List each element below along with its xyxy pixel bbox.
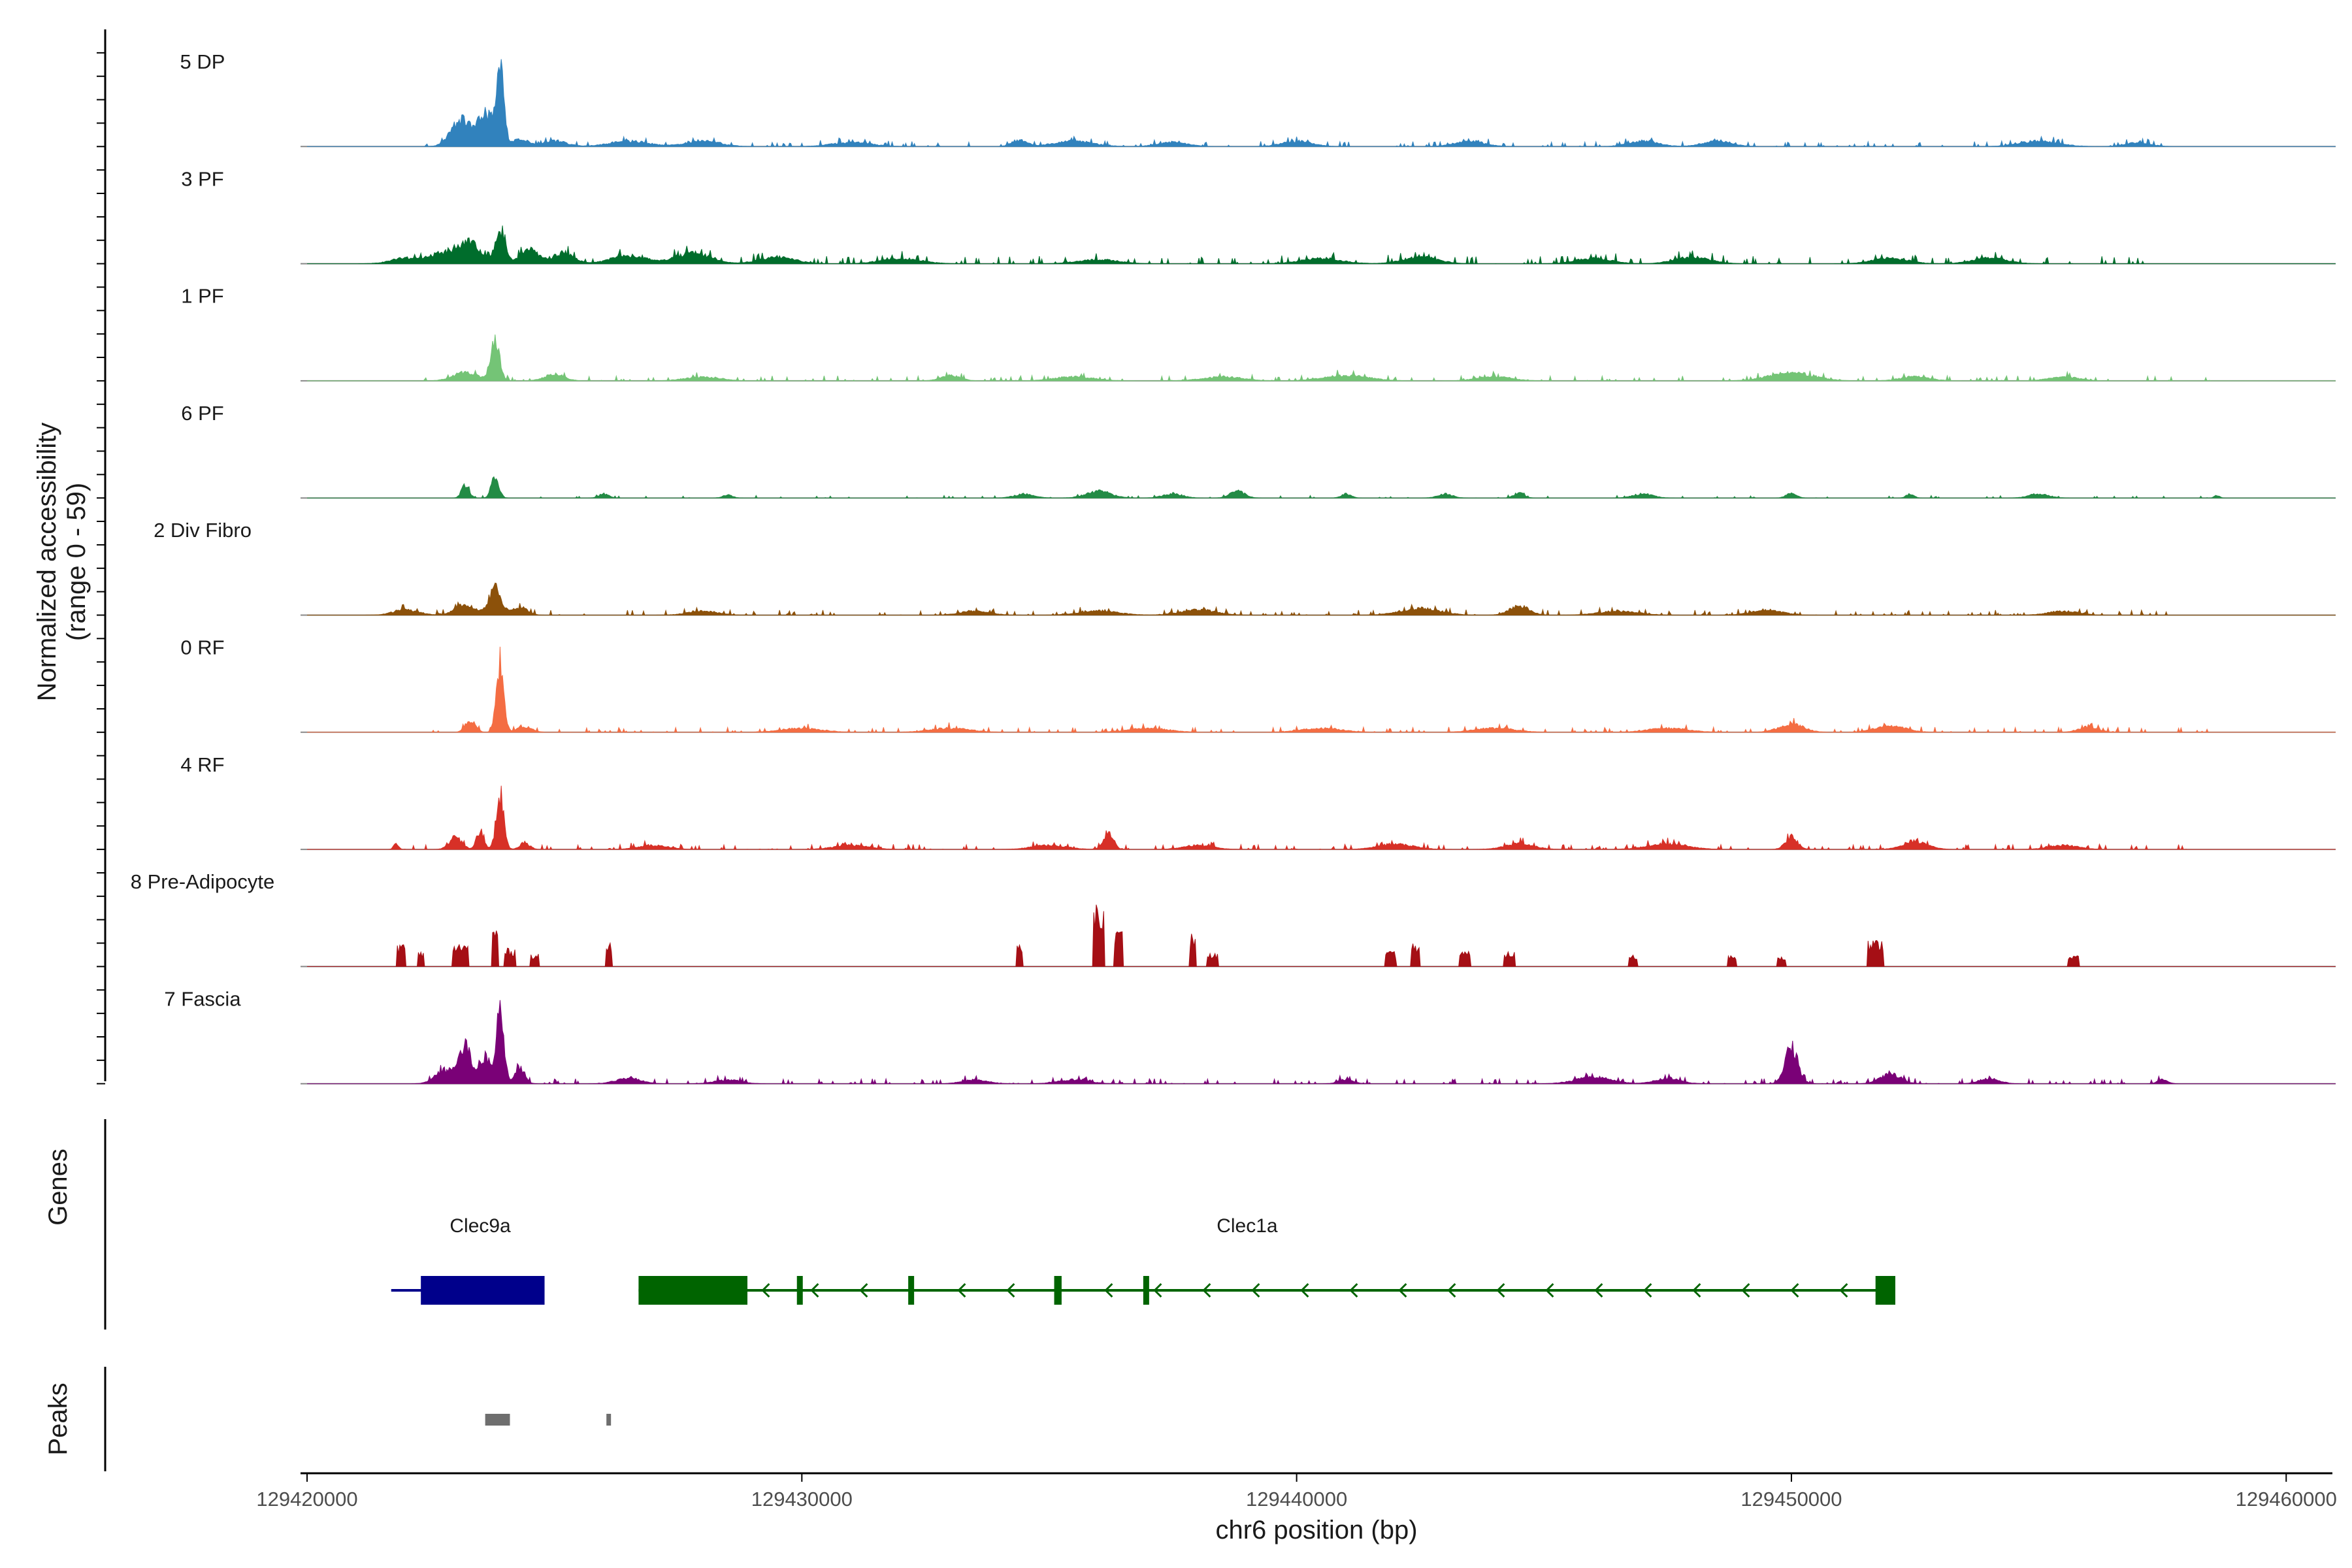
strand-chevron [1594, 1282, 1603, 1298]
y-axis-title-line2: (range 0 - 59) [62, 483, 91, 641]
peaks-panel-title: Peaks [44, 1382, 73, 1455]
track-label: 6 PF [181, 402, 223, 425]
track-0-rf: 0 RF [180, 636, 2336, 734]
strand-chevron [1006, 1282, 1015, 1298]
strand-chevron [1741, 1282, 1750, 1298]
x-tick-label: 129430000 [751, 1488, 853, 1511]
coverage-area [307, 334, 2336, 382]
gene-exon [638, 1276, 748, 1305]
x-axis-ticks: 129420000 129430000 129440000 129450000 1294… [256, 1473, 2337, 1511]
track-label: 1 PF [181, 285, 223, 308]
strand-chevron [1202, 1282, 1211, 1298]
track-label: 7 Fascia [164, 987, 241, 1010]
coverage-area [307, 646, 2336, 734]
track-label: 0 RF [180, 636, 224, 659]
strand-chevron [1104, 1282, 1113, 1298]
coverage-y-axis [97, 29, 106, 1085]
x-tick-label: 129460000 [2236, 1488, 2337, 1511]
coverage-area [307, 785, 2336, 851]
x-tick-label: 129450000 [1740, 1488, 1842, 1511]
strand-chevron [1398, 1282, 1407, 1298]
strand-chevron [1839, 1282, 1848, 1298]
track-8-pre-adipocyte: 8 Pre-Adipocyte [131, 870, 2336, 968]
peak-region [485, 1414, 510, 1426]
track-label: 2 Div Fibro [154, 519, 252, 542]
strand-chevron [1251, 1282, 1260, 1298]
coverage-tracks: 5 DP 3 PF 1 PF 6 PF 2 Div Fibro 0 RF 4 RF 8 Pre… [131, 50, 2336, 1085]
gene-exon [796, 1276, 803, 1305]
track-label: 8 Pre-Adipocyte [131, 870, 275, 893]
x-axis-title: chr6 position (bp) [1215, 1516, 1417, 1544]
track-7-fascia: 7 Fascia [164, 987, 2336, 1085]
strand-chevron [1300, 1282, 1309, 1298]
strand-chevron [859, 1282, 868, 1298]
y-axis-title-line1: Normalized accessibility [33, 423, 61, 702]
strand-chevron [1643, 1282, 1652, 1298]
track-1-pf: 1 PF [181, 285, 2336, 382]
strand-chevron [761, 1282, 770, 1298]
x-tick-label: 129420000 [256, 1488, 357, 1511]
track-label: 5 DP [180, 50, 225, 73]
track-5-dp: 5 DP [180, 50, 2336, 148]
gene-exon [908, 1276, 915, 1305]
gene-annotation-track: Clec9a Clec1a [391, 1215, 1895, 1305]
track-2-div-fibro: 2 Div Fibro [154, 519, 2336, 616]
strand-chevron [1349, 1282, 1358, 1298]
gene-exon [1875, 1276, 1895, 1305]
x-tick-label: 129440000 [1246, 1488, 1347, 1511]
strand-chevron [1153, 1282, 1162, 1298]
strand-chevron [1496, 1282, 1505, 1298]
coverage-area [307, 476, 2336, 498]
coverage-area [307, 1000, 2336, 1085]
coverage-area [307, 59, 2336, 148]
gene-clec1a: Clec1a [638, 1215, 1895, 1305]
coverage-area [307, 904, 2336, 967]
track-4-rf: 4 RF [180, 753, 2336, 851]
strand-chevron [1545, 1282, 1554, 1298]
strand-chevron [1790, 1282, 1799, 1298]
strand-chevron [810, 1282, 819, 1298]
track-3-pf: 3 PF [181, 167, 2336, 265]
strand-chevron [1447, 1282, 1456, 1298]
gene-label: Clec9a [449, 1215, 511, 1237]
genes-panel-title: Genes [44, 1149, 73, 1226]
coverage-area [307, 225, 2336, 265]
strand-chevron [957, 1282, 966, 1298]
gene-exon [421, 1276, 545, 1305]
gene-label: Clec1a [1217, 1215, 1278, 1237]
gene-exon [1054, 1276, 1062, 1305]
track-6-pf: 6 PF [181, 402, 2336, 499]
track-label: 4 RF [180, 753, 224, 776]
gene-exon [1143, 1276, 1149, 1305]
peak-track [485, 1414, 612, 1426]
track-label: 3 PF [181, 167, 223, 190]
peak-region [606, 1414, 612, 1426]
gene-clec9a: Clec9a [391, 1215, 545, 1305]
strand-chevron [1692, 1282, 1701, 1298]
coverage-area [307, 582, 2336, 616]
